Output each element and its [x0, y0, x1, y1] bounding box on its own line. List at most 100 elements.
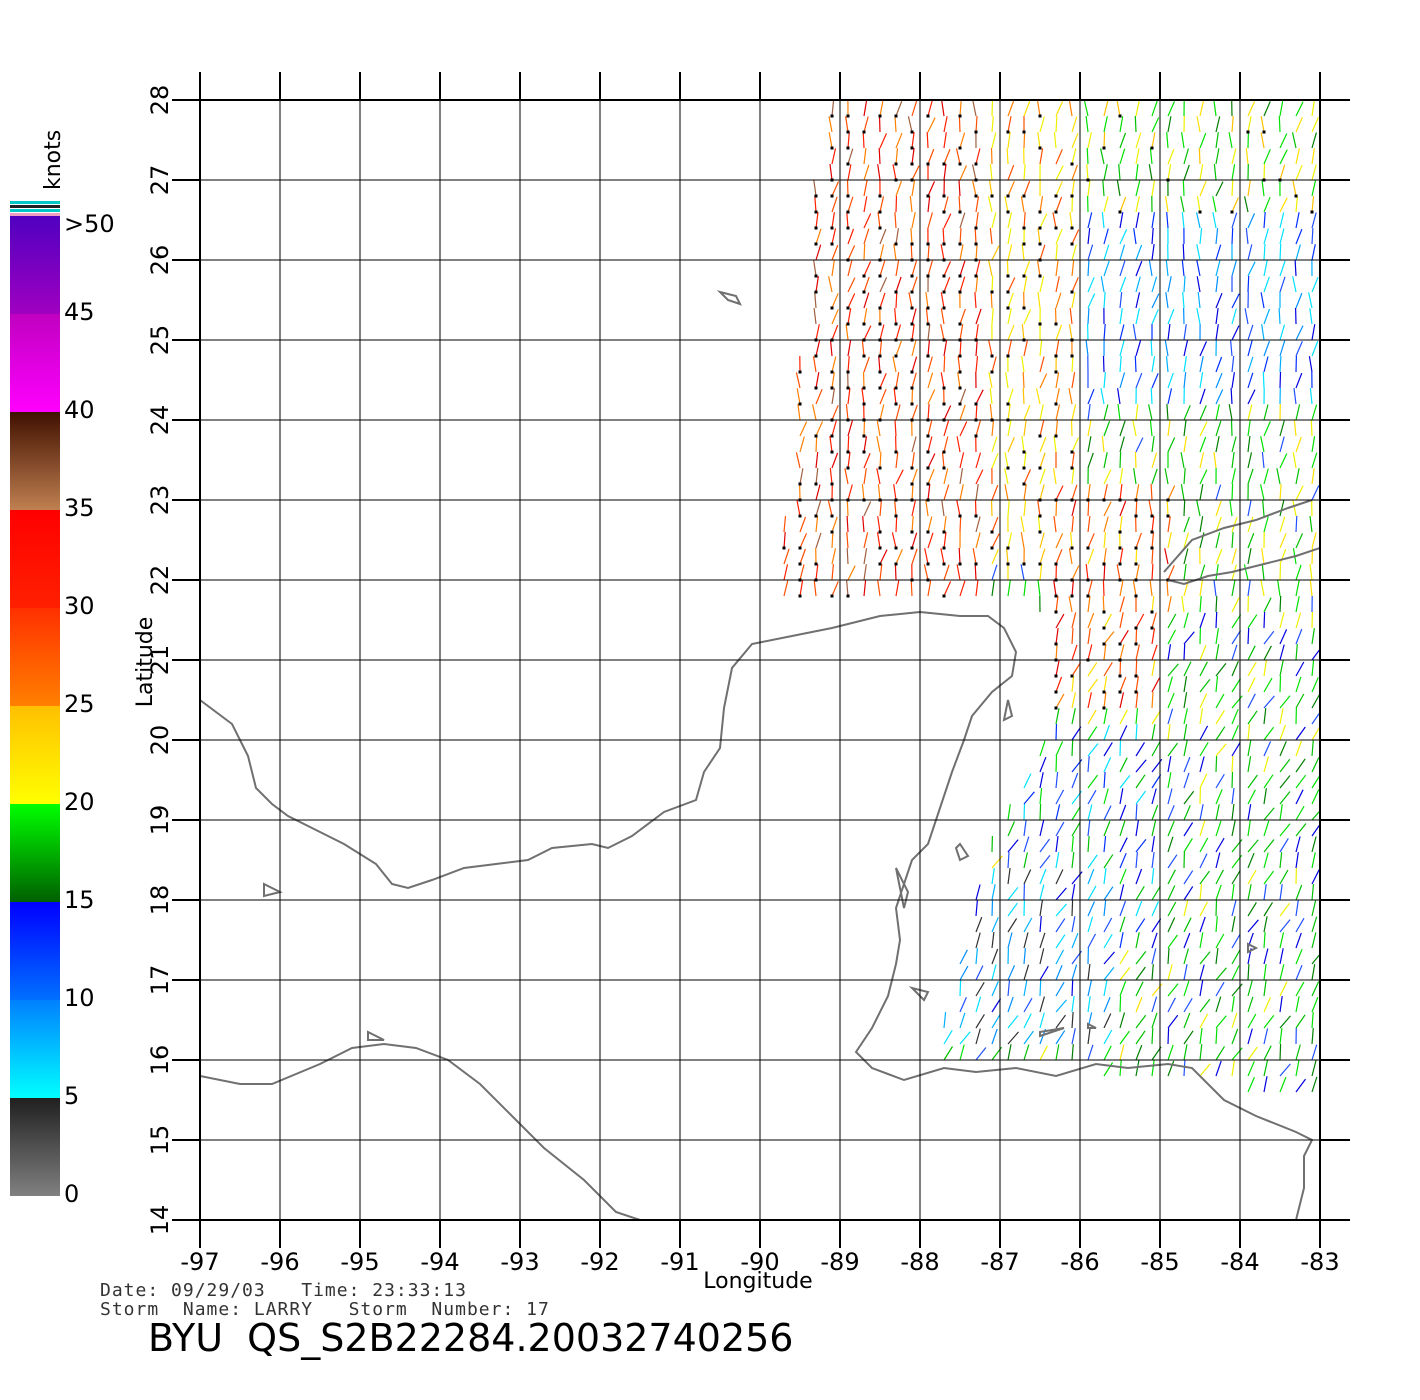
rain-flag-dot: [910, 130, 914, 134]
wind-vector: [910, 227, 913, 245]
wind-vector: [1247, 213, 1256, 229]
wind-vector: [1196, 212, 1201, 229]
wind-vector: [1039, 548, 1046, 565]
colorbar-label: 20: [64, 788, 95, 816]
wind-vector: [1247, 677, 1256, 693]
wind-vector: [1119, 837, 1128, 853]
wind-vector: [1231, 597, 1240, 613]
wind-vector: [1309, 564, 1313, 581]
wind-vector: [975, 403, 978, 421]
wind-vector: [1293, 420, 1297, 437]
wind-vector: [895, 324, 902, 341]
wind-vector: [1311, 180, 1317, 197]
wind-vector: [957, 356, 961, 373]
rain-flag-dot: [1022, 242, 1026, 246]
wind-vector: [831, 148, 837, 165]
rain-flag-dot: [1054, 226, 1058, 230]
rain-flag-dot: [1102, 690, 1106, 694]
wind-vector: [1023, 452, 1027, 469]
wind-vector: [1199, 1013, 1209, 1029]
wind-vector: [959, 979, 962, 997]
wind-vector: [1087, 854, 1098, 869]
wind-vector: [1279, 548, 1287, 565]
wind-vector: [943, 355, 946, 373]
rain-flag-dot: [910, 146, 914, 150]
wind-vector: [1055, 420, 1058, 437]
rain-flag-dot: [974, 562, 978, 566]
rain-flag-dot: [1022, 562, 1026, 566]
rain-flag-dot: [894, 402, 898, 406]
wind-vector: [972, 100, 977, 117]
rain-flag-dot: [910, 386, 914, 390]
wind-vector: [1071, 116, 1078, 133]
wind-vector: [1183, 1059, 1186, 1077]
wind-vector: [988, 372, 993, 389]
wind-vector: [1263, 870, 1274, 885]
wind-vector: [1309, 308, 1313, 325]
wind-vector: [1311, 1060, 1317, 1077]
wind-vector: [959, 468, 964, 485]
wind-vector: [1180, 484, 1185, 501]
wind-vector: [1182, 179, 1185, 197]
latitude-label: 25: [146, 325, 174, 356]
wind-vector: [991, 580, 995, 597]
wind-vector: [812, 356, 817, 373]
wind-vector: [1071, 484, 1078, 501]
wind-vector: [1071, 739, 1074, 757]
wind-vector: [1311, 244, 1316, 261]
rain-flag-dot: [782, 546, 786, 550]
wind-vector: [1151, 117, 1160, 133]
wind-vector: [1119, 884, 1125, 901]
wind-vector: [1311, 324, 1316, 341]
wind-vector: [943, 340, 948, 357]
wind-vector: [908, 292, 913, 309]
wind-vector: [1295, 661, 1305, 677]
wind-vector: [975, 276, 979, 293]
rain-flag-dot: [814, 562, 818, 566]
rain-flag-dot: [1070, 194, 1074, 198]
rain-flag-dot: [830, 482, 834, 486]
wind-vector: [1135, 839, 1147, 853]
rain-flag-dot: [926, 274, 930, 278]
wind-vector: [943, 1029, 953, 1045]
wind-vector: [845, 404, 849, 421]
rain-flag-dot: [942, 290, 946, 294]
wind-vector: [1119, 1012, 1126, 1029]
wind-vector: [831, 388, 836, 405]
rain-flag-dot: [1150, 514, 1154, 518]
wind-vector: [1215, 436, 1220, 453]
wind-vector: [1262, 371, 1265, 389]
wind-vector: [831, 100, 835, 117]
wind-vector: [1087, 804, 1093, 821]
wind-vector: [1183, 340, 1189, 357]
wind-vector: [1279, 420, 1285, 437]
wind-vector: [783, 564, 789, 581]
wind-vector: [1053, 580, 1057, 597]
wind-vector: [1167, 437, 1176, 453]
wind-vector: [831, 404, 839, 421]
wind-vector: [1263, 884, 1267, 901]
rain-flag-dot: [958, 370, 962, 374]
wind-vector: [1167, 869, 1176, 885]
wind-vector: [1119, 229, 1128, 245]
rain-flag-dot: [1006, 546, 1010, 550]
rain-flag-dot: [846, 210, 850, 214]
wind-vector: [959, 276, 966, 293]
wind-vector: [1103, 260, 1110, 277]
rain-flag-dot: [1102, 146, 1106, 150]
wind-vector: [1247, 452, 1253, 469]
wind-vector: [879, 260, 886, 277]
wind-vectors: [782, 100, 1320, 1093]
wind-vector: [1023, 180, 1031, 197]
wind-vector: [1215, 884, 1222, 901]
wind-vector: [895, 580, 900, 597]
wind-vector: [927, 117, 936, 133]
wind-vector: [1023, 1030, 1034, 1045]
wind-vector: [987, 196, 993, 213]
wind-vector: [1309, 580, 1313, 597]
wind-vector: [1103, 1045, 1112, 1061]
wind-vector: [1055, 196, 1063, 213]
wind-vector: [1103, 771, 1106, 789]
wind-vector: [1231, 804, 1235, 821]
wind-vector: [925, 292, 929, 309]
